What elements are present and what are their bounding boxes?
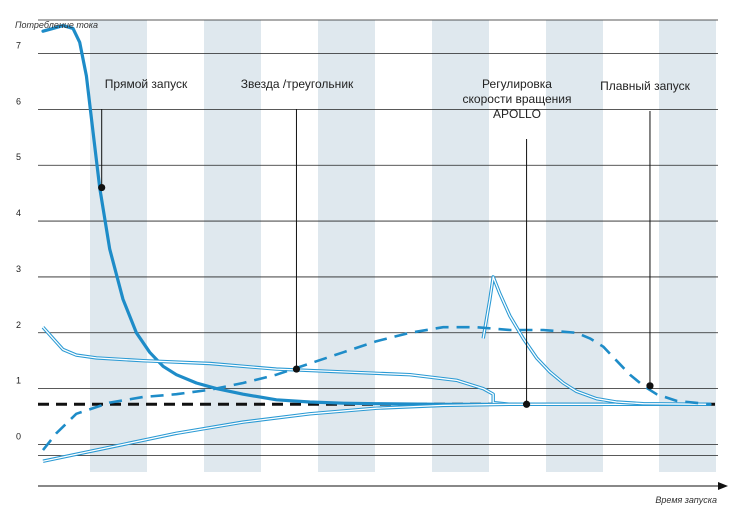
marker-label-line: Прямой запуск — [105, 77, 188, 91]
marker-dot-3 — [522, 400, 531, 408]
y-tick-labels: 0 1 2 3 4 5 6 7 — [16, 41, 21, 442]
marker-label-2: Звезда /треугольник — [241, 77, 354, 91]
marker-label-line: Плавный запуск — [600, 79, 691, 93]
x-axis-title: Время запуска — [655, 495, 717, 505]
y-tick-label-5: 5 — [16, 152, 21, 162]
background-band-6 — [659, 20, 716, 472]
background-band-4 — [432, 20, 489, 472]
y-tick-label-0: 0 — [16, 431, 21, 441]
marker-dot-2 — [292, 365, 301, 373]
marker-label-line: APOLLO — [493, 107, 541, 121]
y-tick-label-2: 2 — [16, 320, 21, 330]
gridlines — [38, 19, 718, 457]
series-apollo-inner — [482, 276, 711, 405]
marker-dot-4 — [646, 382, 654, 390]
x-axis-arrow — [718, 482, 728, 490]
y-tick-label-4: 4 — [16, 208, 21, 218]
marker-label-4: Плавный запуск — [600, 79, 691, 93]
y-tick-label-1: 1 — [16, 376, 21, 386]
background-band-3 — [318, 20, 375, 472]
background-bands — [90, 20, 716, 472]
marker-group: Прямой запуск Звезда /треугольник Регулиро… — [98, 77, 691, 408]
marker-dot-1 — [98, 183, 106, 192]
axes — [38, 482, 728, 490]
y-axis-title: Потребление тока — [15, 20, 98, 30]
y-tick-label-3: 3 — [16, 264, 21, 274]
series-star_delta_lower-inner — [42, 403, 710, 462]
marker-label-3: Регулировка скорости вращения APOLLO — [463, 77, 572, 121]
series-group — [41, 24, 712, 463]
marker-label-1: Прямой запуск — [105, 77, 188, 91]
series-soft-line — [41, 325, 711, 451]
y-tick-label-6: 6 — [16, 96, 21, 106]
y-tick-label-7: 7 — [16, 41, 21, 51]
marker-label-line: Звезда /треугольник — [241, 77, 354, 91]
marker-label-line: Регулировка — [482, 77, 552, 91]
marker-label-line: скорости вращения — [463, 92, 572, 106]
